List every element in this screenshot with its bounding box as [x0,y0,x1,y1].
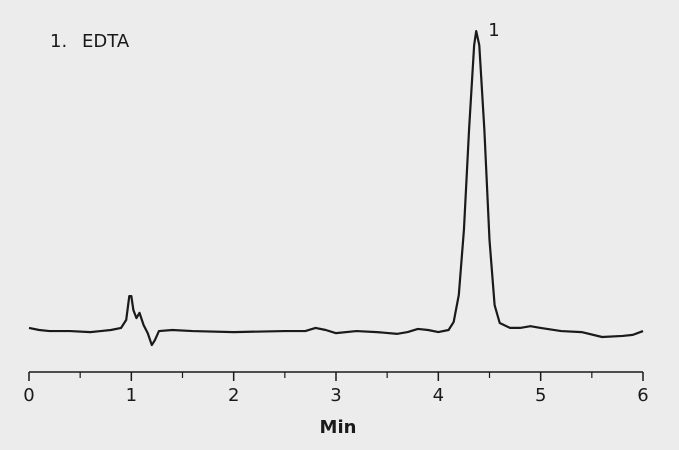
x-tick-label: 0 [23,385,34,406]
x-tick-label: 6 [637,385,648,406]
x-tick-label: 3 [330,385,341,406]
x-tick-label: 2 [228,385,239,406]
chromatogram-line [28,30,644,347]
annotation-number: 1. [50,31,67,52]
x-axis-label: Min [320,417,357,438]
annotation-name: EDTA [82,31,130,52]
peak-label: 1 [488,20,499,41]
x-tick-label: 4 [433,385,444,406]
x-tick-label: 1 [126,385,137,406]
x-tick-label: 5 [535,385,546,406]
